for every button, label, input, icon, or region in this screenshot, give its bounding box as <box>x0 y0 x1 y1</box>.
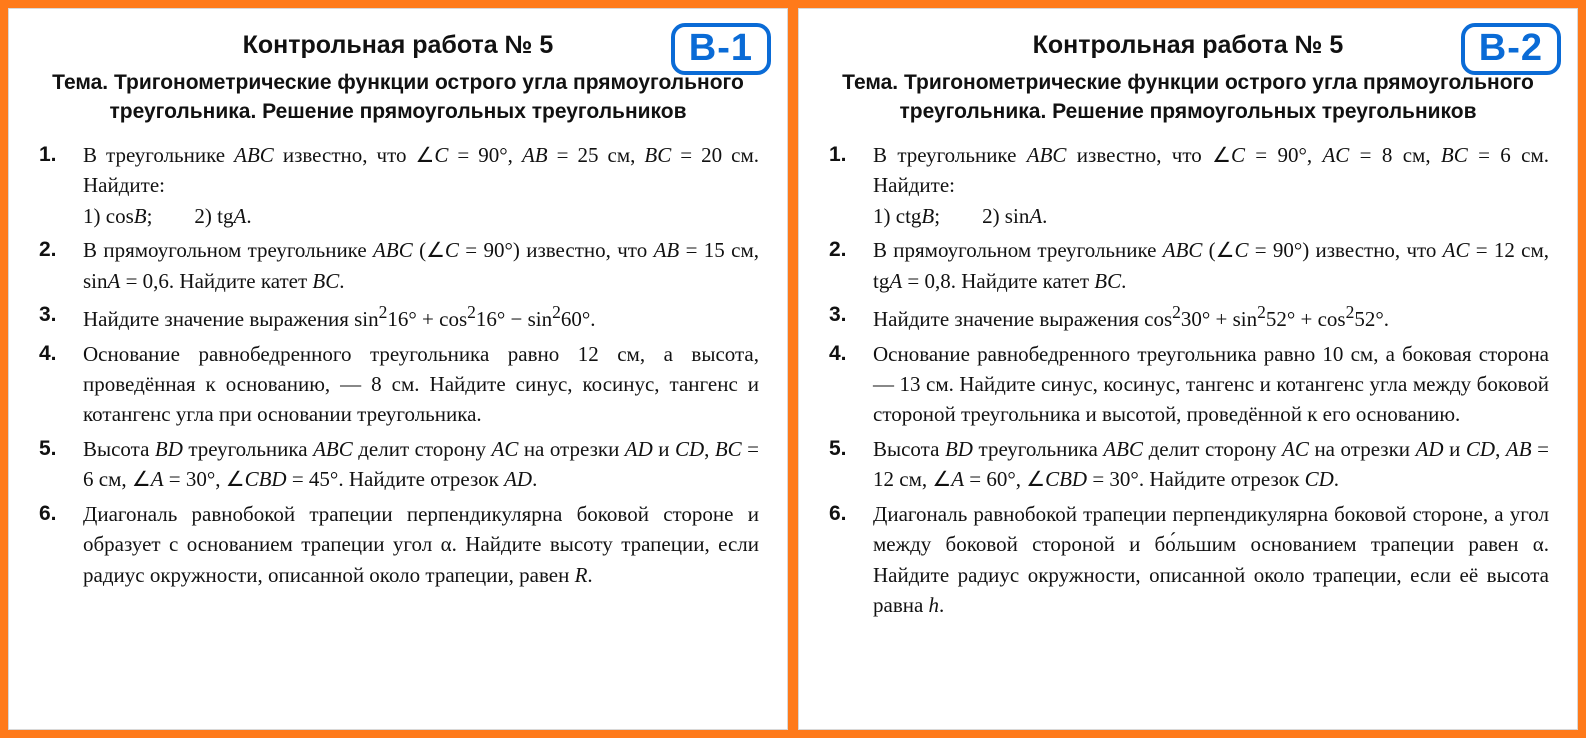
problem-text: В прямоугольном треугольнике ABC (∠C = 9… <box>873 235 1549 296</box>
problem-number: 4. <box>37 339 83 430</box>
problem-number: 5. <box>827 434 873 495</box>
worksheet-title-2: Контрольная работа № 5 <box>827 27 1549 63</box>
problem-row: 2.В прямоугольном треугольнике ABC (∠C =… <box>37 235 759 296</box>
problem-number: 2. <box>37 235 83 296</box>
worksheet-topic-1: Тема. Тригонометрические функции острого… <box>37 69 759 126</box>
problem-number: 3. <box>827 300 873 334</box>
problem-number: 6. <box>827 499 873 621</box>
problem-number: 4. <box>827 339 873 430</box>
problem-row: 6.Диагональ равнобокой трапеции перпенди… <box>37 499 759 590</box>
topic-label-2: Тема. <box>842 71 898 94</box>
problem-text: В прямоугольном треугольнике ABC (∠C = 9… <box>83 235 759 296</box>
problem-text: Основание равнобедренного треугольника р… <box>873 339 1549 430</box>
problem-text: Высота BD треугольника ABC делит сторону… <box>873 434 1549 495</box>
topic-text-1: Тригонометрические функции острого угла … <box>109 71 743 122</box>
problem-row: 5.Высота BD треугольника ABC делит сторо… <box>37 434 759 495</box>
problem-list-2: 1.В треугольнике ABC известно, что ∠C = … <box>827 140 1549 621</box>
problem-text: Найдите значение выражения cos230° + sin… <box>873 300 1549 334</box>
problem-row: 4.Основание равнобедренного треугольника… <box>37 339 759 430</box>
problem-list-1: 1.В треугольнике ABC известно, что ∠C = … <box>37 140 759 590</box>
problem-text: Основание равнобедренного треугольника р… <box>83 339 759 430</box>
problem-number: 2. <box>827 235 873 296</box>
problem-row: 1.В треугольнике ABC известно, что ∠C = … <box>37 140 759 231</box>
problem-row: 4.Основание равнобедренного треугольника… <box>827 339 1549 430</box>
worksheet-topic-2: Тема. Тригонометрические функции острого… <box>827 69 1549 126</box>
worksheet-title-1: Контрольная работа № 5 <box>37 27 759 63</box>
problem-row: 3.Найдите значение выражения cos230° + s… <box>827 300 1549 334</box>
problem-text: Высота BD треугольника ABC делит сторону… <box>83 434 759 495</box>
problem-number: 5. <box>37 434 83 495</box>
problem-number: 1. <box>37 140 83 231</box>
problem-row: 3.Найдите значение выражения sin216° + c… <box>37 300 759 334</box>
variant-badge-2: В-2 <box>1461 23 1561 75</box>
variant-badge-1: В-1 <box>671 23 771 75</box>
problem-row: 2.В прямоугольном треугольнике ABC (∠C =… <box>827 235 1549 296</box>
variant-card-2: В-2 Контрольная работа № 5 Тема. Тригоно… <box>798 8 1578 730</box>
problem-row: 5.Высота BD треугольника ABC делит сторо… <box>827 434 1549 495</box>
problem-row: 6.Диагональ равнобокой трапеции перпенди… <box>827 499 1549 621</box>
problem-row: 1.В треугольнике ABC известно, что ∠C = … <box>827 140 1549 231</box>
problem-number: 1. <box>827 140 873 231</box>
problem-text: Найдите значение выражения sin216° + cos… <box>83 300 759 334</box>
problem-number: 6. <box>37 499 83 590</box>
problem-text: Диагональ равнобокой трапеции перпендику… <box>873 499 1549 621</box>
problem-text: В треугольнике ABC известно, что ∠C = 90… <box>873 140 1549 231</box>
topic-label-1: Тема. <box>52 71 108 94</box>
problem-text: Диагональ равнобокой трапеции перпендику… <box>83 499 759 590</box>
variant-card-1: В-1 Контрольная работа № 5 Тема. Тригоно… <box>8 8 788 730</box>
topic-text-2: Тригонометрические функции острого угла … <box>899 71 1533 122</box>
problem-text: В треугольнике ABC известно, что ∠C = 90… <box>83 140 759 231</box>
problem-number: 3. <box>37 300 83 334</box>
